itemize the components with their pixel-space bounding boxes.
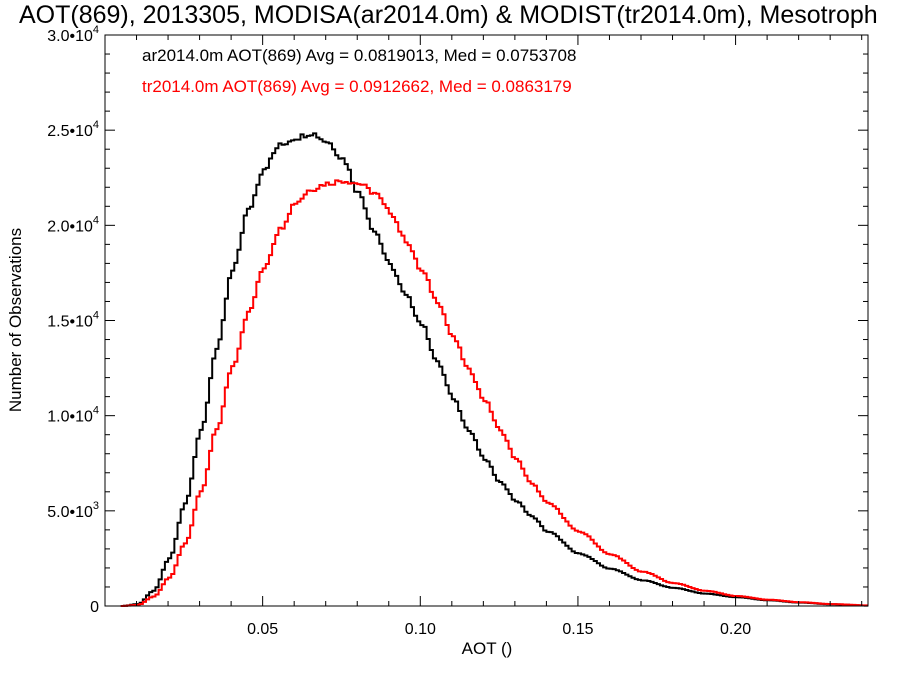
x-tick-label: 0.05 — [247, 621, 278, 638]
x-tick-label: 0.15 — [562, 621, 593, 638]
x-tick-label: 0.20 — [720, 621, 751, 638]
y-axis-label: Number of Observations — [6, 228, 25, 412]
y-tick-label: 2.0•104 — [47, 214, 99, 235]
plot-frame — [104, 34, 869, 607]
x-tick-label: 0.10 — [405, 621, 436, 638]
y-tick-label: 0 — [90, 599, 99, 616]
legend-entry-ar: ar2014.0m AOT(869) Avg = 0.0819013, Med … — [142, 46, 576, 65]
series-line-0 — [120, 132, 868, 607]
legend-entry-tr: tr2014.0m AOT(869) Avg = 0.0912662, Med … — [142, 77, 572, 96]
y-tick-label: 5.0•103 — [47, 500, 99, 521]
y-tick-label: 1.5•104 — [47, 310, 99, 331]
y-tick-label: 3.0•104 — [47, 24, 99, 45]
chart-title: AOT(869), 2013305, MODISA(ar2014.0m) & M… — [19, 1, 878, 29]
y-tick-label: 1.0•104 — [47, 405, 99, 426]
series-line-1 — [120, 179, 868, 607]
y-tick-label: 2.5•104 — [47, 119, 99, 140]
x-axis-label: AOT () — [462, 639, 513, 658]
